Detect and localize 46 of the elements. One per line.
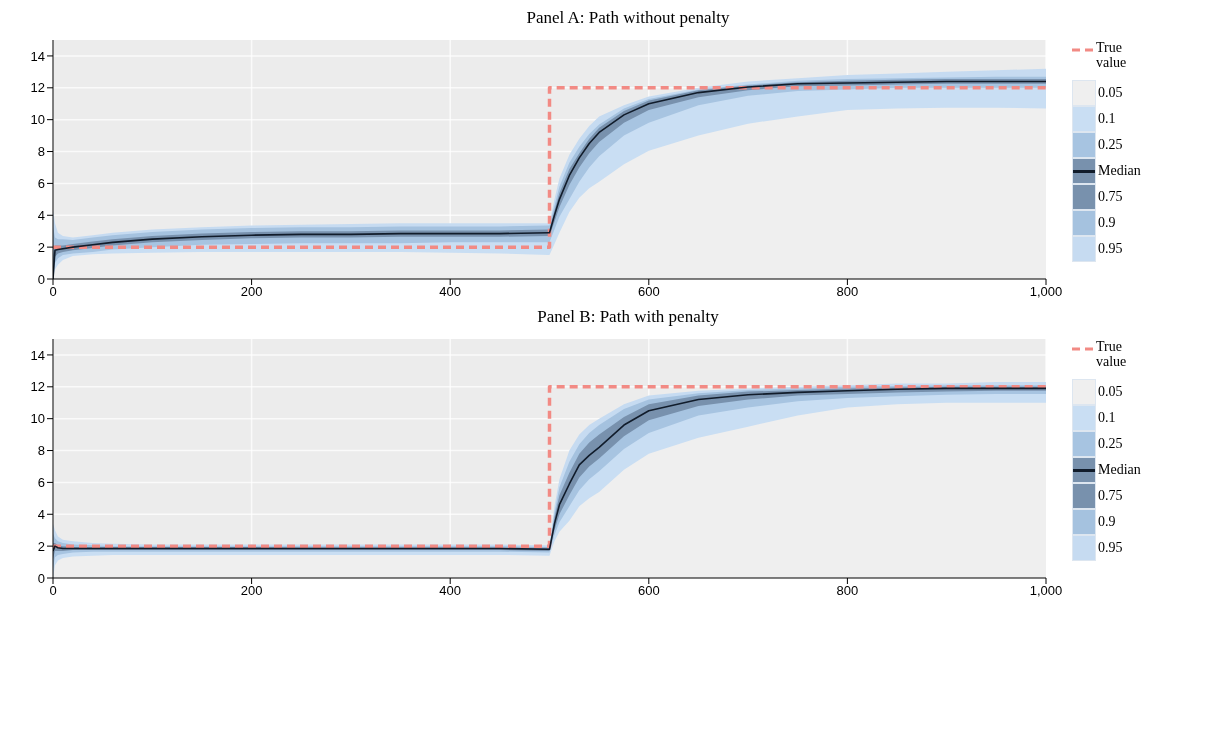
y-tick-label: 4: [37, 207, 45, 223]
legend-label: 0.1: [1098, 111, 1116, 127]
x-tick-label: 400: [439, 284, 462, 300]
y-tick-label: 0: [37, 570, 45, 586]
legend-label: Median: [1098, 163, 1141, 179]
y-tick-label: 4: [37, 506, 45, 522]
chart-title: Panel B: Path with penalty: [536, 307, 720, 328]
legend-label: 0.25: [1098, 137, 1123, 153]
x-tick-label: 0: [49, 284, 57, 300]
y-tick-label: 6: [37, 475, 45, 491]
legend-label: 0.05: [1098, 384, 1123, 400]
x-tick-label: 800: [836, 284, 859, 300]
x-tick-label: 400: [439, 583, 462, 599]
x-tick-label: 1,000: [1029, 284, 1063, 300]
legend-label: 0.25: [1098, 436, 1123, 452]
y-tick-label: 10: [30, 112, 45, 128]
y-tick-label: 12: [30, 80, 45, 96]
x-tick-label: 0: [49, 583, 57, 599]
x-tick-label: 600: [637, 583, 660, 599]
legend-label: 0.95: [1098, 540, 1123, 556]
y-tick-label: 6: [37, 176, 45, 192]
legend-label: 0.05: [1098, 85, 1123, 101]
legend-label: 0.9: [1098, 215, 1116, 231]
chart-title: Panel A: Path without penalty: [525, 8, 731, 29]
legend-label: 0.75: [1098, 488, 1123, 504]
x-tick-label: 1,000: [1029, 583, 1063, 599]
legend-label: 0.95: [1098, 241, 1123, 257]
x-tick-label: 200: [240, 284, 263, 300]
x-tick-label: 800: [836, 583, 859, 599]
legend-label: 0.9: [1098, 514, 1116, 530]
x-tick-label: 200: [240, 583, 263, 599]
legend-label: 0.1: [1098, 410, 1116, 426]
legend-label: True value: [1096, 40, 1128, 70]
y-tick-label: 0: [37, 271, 45, 287]
y-tick-label: 2: [37, 239, 45, 255]
y-tick-label: 14: [30, 48, 45, 64]
y-tick-label: 8: [37, 144, 45, 160]
y-tick-label: 2: [37, 538, 45, 554]
y-tick-label: 8: [37, 443, 45, 459]
legend-label: True value: [1096, 339, 1128, 369]
y-tick-label: 12: [30, 379, 45, 395]
x-tick-label: 600: [637, 284, 660, 300]
y-tick-label: 10: [30, 411, 45, 427]
legend-label: 0.75: [1098, 189, 1123, 205]
y-tick-label: 14: [30, 347, 45, 363]
legend-label: Median: [1098, 462, 1141, 478]
